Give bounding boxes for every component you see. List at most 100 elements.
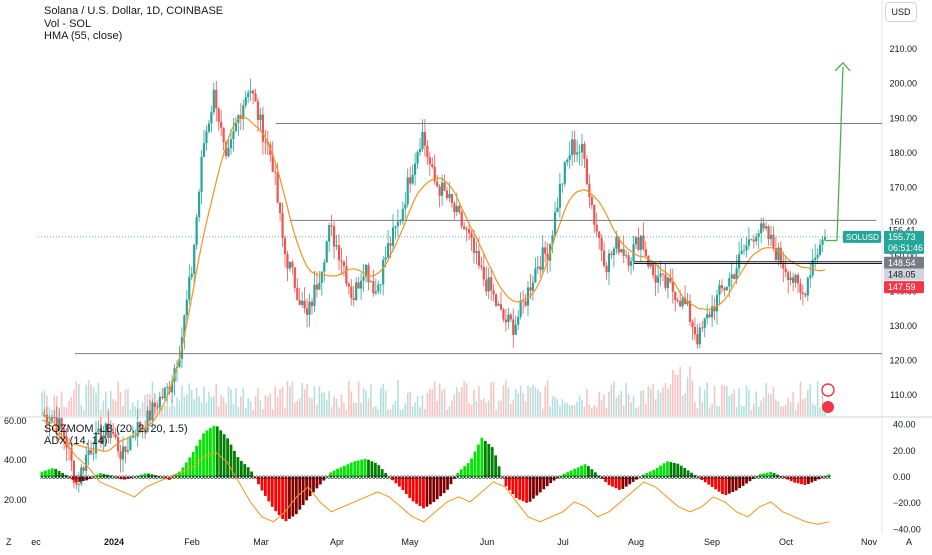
volume-bar: [630, 403, 632, 416]
time-axis-label: ec: [31, 537, 41, 547]
volume-bar: [439, 384, 441, 416]
volume-bar: [596, 407, 598, 416]
volume-bar: [323, 392, 325, 416]
candle-body: [544, 247, 546, 253]
volume-bar: [196, 388, 198, 416]
candle-body: [682, 298, 684, 307]
candle-body: [615, 237, 617, 249]
volume-bar: [677, 375, 679, 416]
price-axis-tick: 110.00: [890, 390, 917, 400]
candle-body: [463, 226, 465, 229]
candle-body: [161, 397, 163, 398]
volume-bar: [620, 391, 622, 416]
volume-bar: [454, 395, 456, 416]
volume-bar: [115, 401, 117, 416]
candle-body: [765, 226, 767, 228]
volume-bar: [63, 407, 65, 416]
candle-body: [318, 283, 320, 290]
candle-body: [512, 319, 514, 334]
volume-bar: [557, 399, 559, 416]
volume-bar: [242, 387, 244, 416]
volume-bar: [208, 392, 210, 416]
volume-bar: [571, 406, 573, 416]
candle-body: [335, 245, 337, 246]
candle-body: [387, 243, 389, 257]
candle-body: [328, 225, 330, 241]
candle-body: [593, 205, 595, 225]
candle-body: [753, 240, 755, 242]
volume-bar: [422, 395, 424, 416]
candle-body: [134, 436, 136, 437]
volume-bar: [319, 386, 321, 416]
volume-bar: [451, 400, 453, 416]
volume-bar: [733, 390, 735, 416]
sqzmom-bar: [209, 428, 212, 477]
volume-bar: [674, 374, 676, 416]
candle-body: [569, 155, 571, 160]
sqzmom-bar: [484, 441, 487, 477]
volume-bar: [527, 386, 529, 416]
candle-body: [495, 294, 497, 305]
low-level-label: 147.59: [888, 282, 916, 292]
candle-body: [333, 226, 335, 246]
candle-body: [208, 123, 210, 131]
volume-bar: [586, 389, 588, 416]
candle-body: [655, 275, 657, 283]
candle-body: [529, 287, 531, 290]
volume-bar: [554, 397, 556, 416]
volume-bar: [436, 401, 438, 416]
price-axis-tick: 180.00: [889, 148, 917, 158]
volume-bar: [311, 398, 313, 416]
mid-level-2-label: 148.05: [888, 269, 916, 279]
candle-body: [603, 251, 605, 266]
candle-body: [281, 213, 283, 238]
volume-bar: [184, 396, 186, 416]
volume-bar: [505, 380, 507, 416]
volume-bar: [608, 392, 610, 416]
candle-body: [736, 268, 738, 279]
candle-body: [824, 237, 826, 240]
candle-body: [524, 301, 526, 306]
candle-body: [227, 148, 229, 156]
volume-bar: [390, 409, 392, 416]
volume-bar: [775, 399, 777, 416]
candle-body: [397, 222, 399, 226]
candle-body: [203, 143, 205, 157]
volume-bar: [778, 401, 780, 416]
candle-body: [409, 177, 411, 183]
candle-body: [166, 387, 168, 388]
candle-body: [83, 467, 85, 470]
volume-bar: [134, 406, 136, 416]
volume-bar: [768, 393, 770, 416]
candle-body: [534, 268, 536, 282]
volume-bar: [650, 389, 652, 416]
currency-selector[interactable]: USD: [885, 2, 917, 22]
volume-bar: [802, 399, 804, 416]
volume-bar: [746, 386, 748, 416]
volume-bar: [230, 389, 232, 416]
candle-body: [326, 241, 328, 262]
candle-body: [502, 309, 504, 319]
volume-bar: [206, 402, 208, 416]
time-axis-label: Jul: [557, 537, 569, 547]
sqzmom-bar: [212, 426, 215, 478]
volume-bar: [785, 405, 787, 416]
candle-body: [159, 397, 161, 408]
volume-bar: [414, 402, 416, 416]
candle-body: [279, 202, 281, 213]
candle-body: [340, 260, 342, 261]
candle-body: [564, 162, 566, 183]
candle-body: [473, 238, 475, 253]
candle-body: [372, 281, 374, 293]
volume-bar: [616, 398, 618, 416]
candle-body: [149, 411, 151, 421]
volume-bar: [409, 392, 411, 416]
volume-bar: [279, 389, 281, 416]
candle-body: [421, 132, 423, 149]
volume-bar: [267, 397, 269, 416]
volume-bar: [343, 403, 345, 416]
candle-body: [377, 285, 379, 292]
candle-body: [763, 223, 765, 228]
candle-body: [358, 282, 360, 288]
volume-bar: [611, 385, 613, 416]
